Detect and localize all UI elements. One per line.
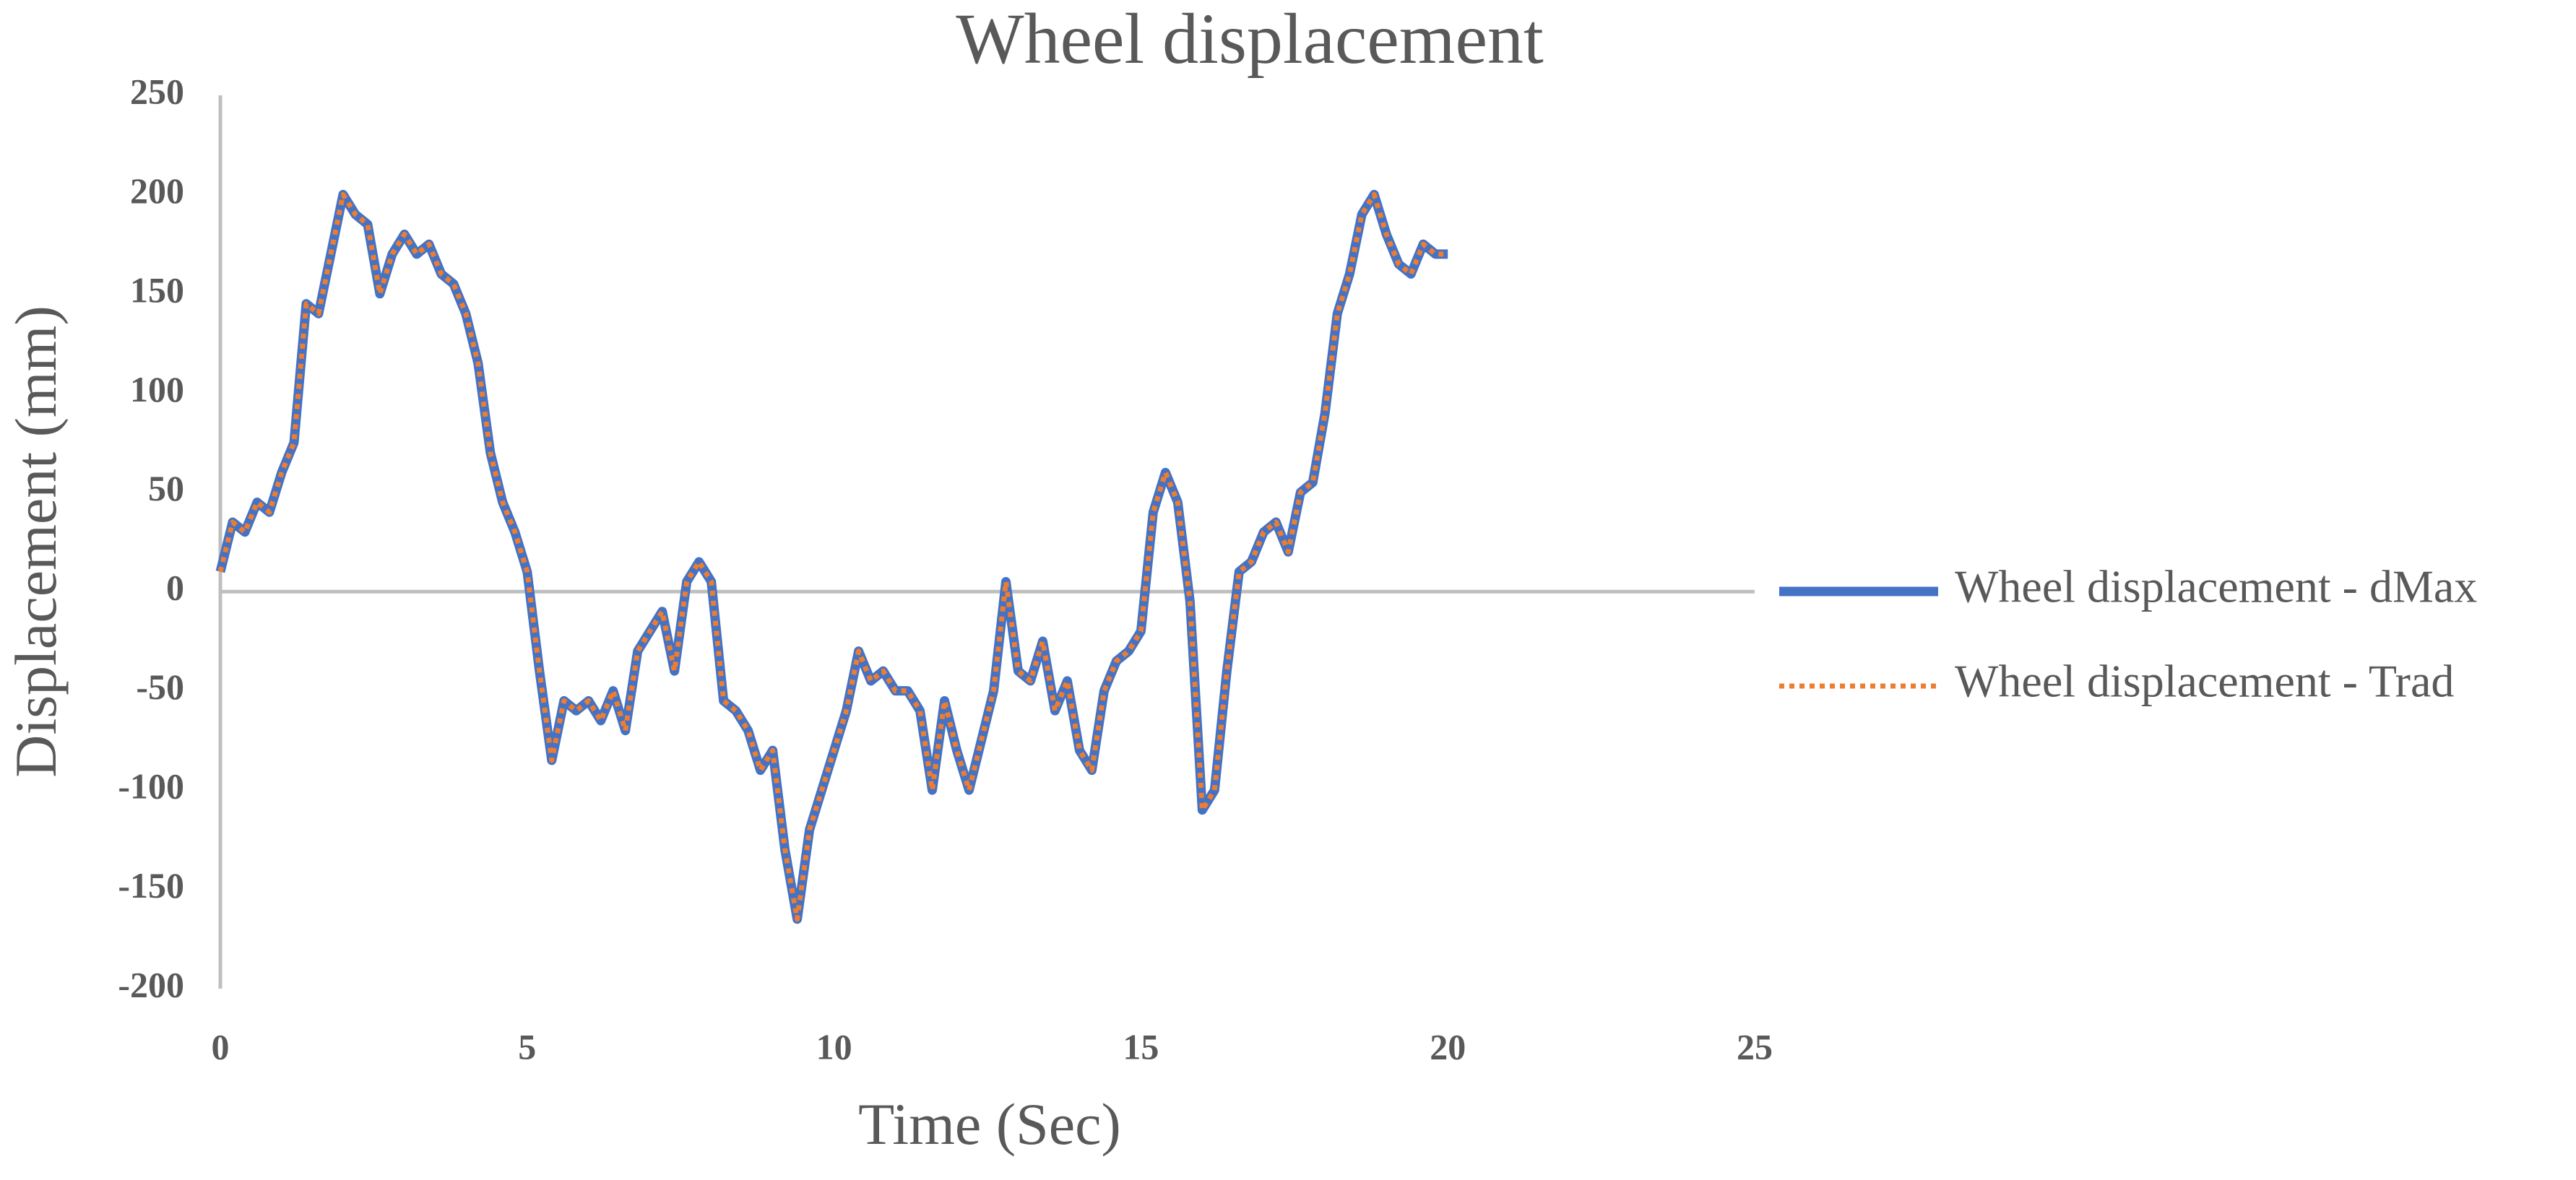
y-tick-label: -200 bbox=[118, 964, 184, 1005]
x-tick-label: 20 bbox=[1430, 1026, 1466, 1067]
y-tick-label: 150 bbox=[130, 269, 184, 310]
y-tick-label: -100 bbox=[118, 766, 184, 807]
x-tick-label: 25 bbox=[1737, 1026, 1773, 1067]
x-tick-label: 15 bbox=[1123, 1026, 1159, 1067]
legend-label: Wheel displacement - Trad bbox=[1955, 656, 2454, 707]
y-tick-label: 100 bbox=[130, 369, 184, 409]
x-tick-label: 10 bbox=[816, 1026, 852, 1067]
y-tick-label: 200 bbox=[130, 170, 184, 211]
series-line bbox=[215, 189, 1448, 924]
series-line bbox=[217, 191, 1448, 922]
x-axis-title: Time (Sec) bbox=[858, 1091, 1121, 1157]
y-tick-label: -50 bbox=[136, 667, 184, 707]
x-tick-label: 0 bbox=[212, 1026, 230, 1067]
chart-title: Wheel displacement bbox=[956, 0, 1544, 79]
y-tick-label: 50 bbox=[148, 468, 184, 508]
x-tick-label: 5 bbox=[518, 1026, 536, 1067]
legend-label: Wheel displacement - dMax bbox=[1955, 561, 2477, 612]
y-tick-label: 0 bbox=[166, 568, 184, 608]
y-tick-label: 250 bbox=[130, 71, 184, 111]
y-axis-title: Displacement (mm) bbox=[3, 305, 69, 778]
y-tick-label: -150 bbox=[118, 865, 184, 906]
